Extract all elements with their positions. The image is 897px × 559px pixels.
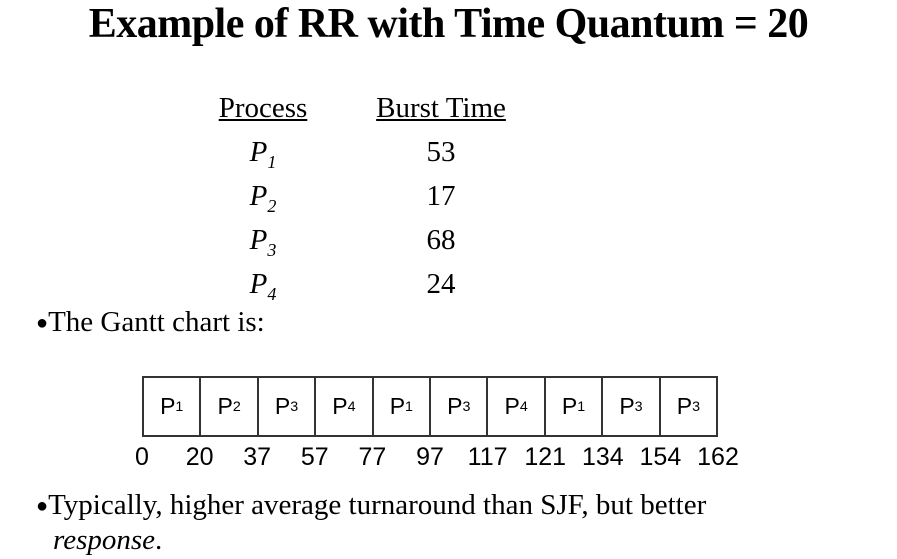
gantt-tick-label: 154 (639, 443, 682, 471)
burst-time-value: 17 (426, 179, 456, 212)
gantt-tick-label: 37 (243, 443, 272, 471)
burst-time-value: 68 (426, 223, 456, 256)
closing-italic-word: response (53, 524, 156, 556)
gantt-tick-label: 57 (300, 443, 329, 471)
gantt-timeline: 0 20 37 57 77 97 117 121 134 154 162 (0, 443, 897, 473)
burst-time-column-header: Burst Time (376, 91, 506, 124)
process-column-header: Process (218, 91, 308, 124)
closing-text-line1: Typically, higher average turnaround tha… (48, 489, 707, 521)
process-table: Process Burst Time P1 53 P2 17 P3 68 P4 24 (190, 86, 546, 306)
gantt-tick-label: 0 (135, 443, 149, 471)
gantt-intro-text: The Gantt chart is: (48, 306, 265, 338)
gantt-intro-line: ●The Gantt chart is: (36, 305, 265, 340)
gantt-tick-label: 121 (524, 443, 567, 471)
gantt-tick-label: 117 (467, 443, 508, 471)
process-table-row: P1 53 (190, 130, 546, 174)
gantt-tick-label: 20 (185, 443, 214, 471)
page-title: Example of RR with Time Quantum = 20 (88, 1, 809, 47)
process-name: P4 (249, 267, 277, 304)
closing-text-line2: response. (36, 524, 162, 556)
process-table-row: P3 68 (190, 218, 546, 262)
process-name: P3 (249, 223, 277, 260)
process-table-row: P2 17 (190, 174, 546, 218)
process-table-body: P1 53 P2 17 P3 68 P4 24 (190, 130, 546, 306)
process-name: P2 (249, 179, 277, 216)
closing-period: . (155, 524, 163, 556)
burst-time-value: 24 (426, 267, 456, 300)
gantt-tick-label: 162 (697, 443, 739, 471)
closing-line: ●Typically, higher average turnaround th… (36, 488, 876, 557)
burst-time-value: 53 (426, 135, 456, 168)
gantt-tick-label: 134 (581, 443, 624, 471)
process-table-header-row: Process Burst Time (190, 86, 546, 130)
gantt-tick-label: 97 (416, 443, 444, 471)
bullet-icon: ● (36, 495, 49, 517)
bullet-icon: ● (36, 312, 49, 334)
process-table-row: P4 24 (190, 262, 546, 306)
process-name: P1 (249, 135, 277, 172)
gantt-tick-label: 77 (358, 443, 387, 471)
